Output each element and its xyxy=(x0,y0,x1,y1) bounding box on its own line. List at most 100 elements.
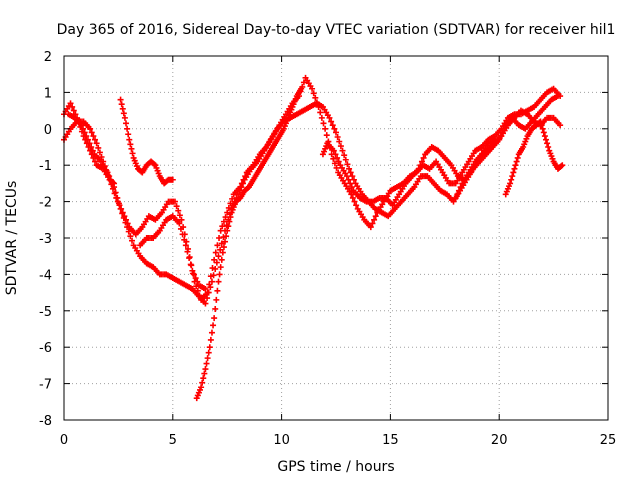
y-tick-label: -8 xyxy=(39,414,52,429)
series-track-8 xyxy=(502,118,566,198)
data-point xyxy=(452,194,459,201)
data-point xyxy=(331,160,338,167)
data-point xyxy=(348,191,355,198)
data-point xyxy=(204,355,211,362)
data-point xyxy=(70,107,77,114)
x-axis-label: GPS time / hours xyxy=(277,459,394,475)
data-point xyxy=(112,189,119,196)
data-point xyxy=(85,144,92,150)
data-point xyxy=(457,184,464,191)
data-point xyxy=(333,164,340,171)
data-point xyxy=(128,145,135,152)
data-point xyxy=(333,129,339,136)
data-point xyxy=(87,125,94,132)
data-point xyxy=(347,180,354,187)
chart-title: Day 365 of 2016, Sidereal Day-to-day VTE… xyxy=(57,22,616,38)
data-point xyxy=(216,271,223,278)
data-point xyxy=(559,162,566,169)
data-point xyxy=(508,176,515,183)
data-point xyxy=(213,259,220,266)
data-point xyxy=(206,344,213,351)
data-point xyxy=(205,349,212,356)
data-point xyxy=(202,285,209,292)
data-point xyxy=(212,249,219,256)
data-point xyxy=(95,144,102,151)
data-point xyxy=(69,103,76,110)
data-point xyxy=(129,150,136,157)
data-point xyxy=(191,271,198,278)
data-layer xyxy=(61,74,566,402)
data-point xyxy=(179,231,186,238)
data-point xyxy=(202,366,209,373)
data-point xyxy=(186,255,193,262)
data-point xyxy=(345,176,352,183)
y-tick-label: -1 xyxy=(39,159,52,174)
series-track-4 xyxy=(137,213,209,292)
data-point xyxy=(67,100,74,107)
data-point xyxy=(346,165,353,172)
data-point xyxy=(541,133,548,140)
x-tick-label: 15 xyxy=(382,433,399,448)
y-axis-label: SDTVAR / TECUs xyxy=(4,181,20,296)
data-point xyxy=(298,85,305,92)
data-point xyxy=(455,187,462,194)
data-point xyxy=(343,173,350,180)
data-point xyxy=(92,158,99,165)
data-point xyxy=(111,180,118,187)
data-point xyxy=(82,136,89,143)
data-point xyxy=(214,287,221,294)
data-point xyxy=(417,162,424,169)
data-point xyxy=(111,190,118,197)
data-point xyxy=(124,125,131,132)
data-point xyxy=(90,154,97,161)
data-point xyxy=(239,180,246,187)
data-point xyxy=(514,154,521,161)
data-point xyxy=(349,194,356,201)
data-point xyxy=(117,96,124,103)
data-point xyxy=(344,161,351,168)
series-track-9 xyxy=(452,107,564,201)
data-point xyxy=(117,205,124,212)
data-point xyxy=(176,212,183,219)
data-point xyxy=(120,214,127,221)
data-point xyxy=(331,125,338,132)
data-point xyxy=(151,161,158,168)
data-point xyxy=(182,242,189,249)
data-point xyxy=(342,156,349,163)
data-point xyxy=(121,114,128,121)
data-point xyxy=(119,105,126,112)
data-point xyxy=(454,191,461,198)
data-point xyxy=(215,253,222,260)
axis-ticks xyxy=(63,55,609,421)
data-point xyxy=(212,305,219,312)
data-point xyxy=(78,128,85,135)
data-point xyxy=(118,101,125,108)
data-point xyxy=(77,123,84,130)
data-point xyxy=(330,155,337,162)
data-point xyxy=(74,114,81,121)
data-point xyxy=(198,384,205,391)
data-point xyxy=(210,272,217,279)
data-point xyxy=(323,132,330,139)
data-point xyxy=(420,154,427,161)
data-point xyxy=(187,261,194,268)
data-point xyxy=(213,296,220,303)
data-point xyxy=(200,375,207,382)
data-point xyxy=(339,147,346,154)
data-point xyxy=(218,256,225,263)
y-tick-label: -7 xyxy=(39,378,52,393)
data-point xyxy=(219,223,226,230)
data-point xyxy=(88,151,95,158)
x-tick-label: 20 xyxy=(491,433,508,448)
data-point xyxy=(509,173,516,180)
data-point xyxy=(92,136,99,143)
data-point xyxy=(513,158,520,165)
data-point xyxy=(418,158,425,165)
data-point xyxy=(217,264,224,271)
data-point xyxy=(216,235,223,241)
data-point xyxy=(181,236,188,243)
data-point xyxy=(310,90,317,97)
data-point xyxy=(171,198,178,205)
y-tick-label: -4 xyxy=(39,268,52,283)
data-point xyxy=(114,194,121,201)
